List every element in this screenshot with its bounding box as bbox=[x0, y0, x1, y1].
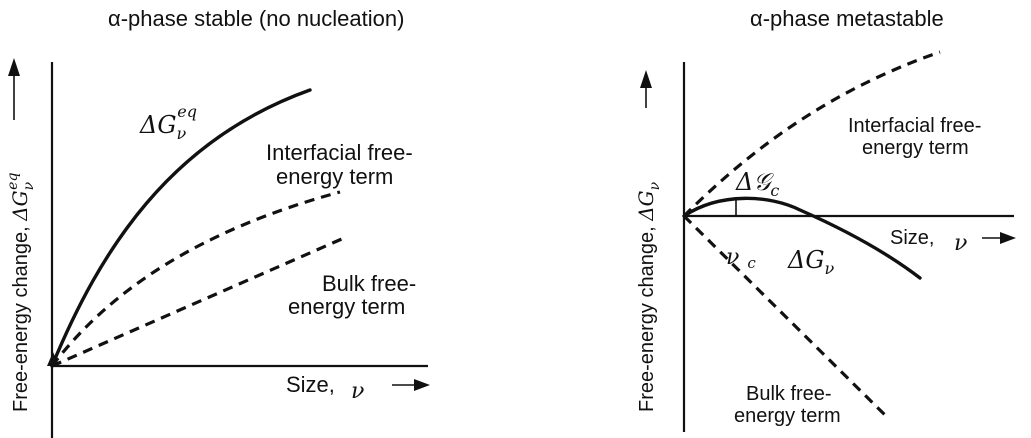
right-interfacial-label-1: Interfacial free- bbox=[848, 115, 981, 137]
right-panel: α-phase metastable Free-energy change, Δ… bbox=[634, 6, 1016, 432]
left-curve-bulk bbox=[51, 236, 345, 368]
right-curve-interfacial bbox=[682, 50, 941, 218]
left-curve-label-sub: ν bbox=[177, 124, 187, 143]
right-y-axis-symbol: ΔG bbox=[634, 190, 658, 221]
left-y-axis-label: Free-energy change, ΔGνeq bbox=[5, 173, 37, 412]
left-bulk-label-2: energy term bbox=[288, 294, 405, 319]
right-curve-bulk bbox=[682, 214, 890, 420]
left-y-axis-label-text: Free-energy change, bbox=[10, 221, 32, 412]
right-critical-size-sub: c bbox=[747, 254, 756, 272]
left-curve-label-symbol: ΔG bbox=[139, 111, 177, 139]
right-curve-label: ΔGν bbox=[787, 246, 835, 278]
left-y-axis-sup: eq bbox=[5, 173, 21, 190]
right-y-arrow-icon bbox=[640, 70, 652, 88]
left-y-arrow-icon bbox=[8, 58, 20, 76]
right-critical-sub: c bbox=[770, 181, 779, 200]
right-x-arrow-icon bbox=[1000, 232, 1016, 244]
right-interfacial-label-2: energy term bbox=[862, 137, 969, 159]
right-bulk-label-1: Bulk free- bbox=[746, 383, 832, 405]
left-origin-marker bbox=[47, 352, 59, 366]
left-y-axis-sub: ν bbox=[21, 181, 37, 190]
left-x-axis-label-text: Size, bbox=[286, 372, 341, 397]
left-panel: α-phase stable (no nucleation) Free-ener… bbox=[5, 6, 430, 438]
left-interfacial-label-2: energy term bbox=[276, 164, 393, 189]
left-x-axis-label: Size, ν bbox=[286, 372, 364, 404]
right-y-axis-sub: ν bbox=[647, 181, 663, 190]
right-y-axis-label-text: Free-energy change, bbox=[636, 221, 658, 412]
right-critical-label: Δ𝒢c bbox=[735, 168, 779, 200]
right-x-axis-symbol: ν bbox=[954, 231, 967, 256]
right-curve-label-symbol: ΔG bbox=[787, 246, 825, 274]
left-curve-interfacial bbox=[50, 190, 341, 367]
left-interfacial-label-1: Interfacial free- bbox=[266, 140, 413, 165]
right-bulk-label-2: energy term bbox=[734, 405, 841, 427]
right-curve-total bbox=[682, 196, 922, 280]
left-x-arrow-icon bbox=[414, 379, 430, 391]
right-panel-title: α-phase metastable bbox=[750, 6, 944, 31]
right-x-axis-label: Size, ν bbox=[890, 227, 967, 256]
left-curve-total bbox=[50, 88, 312, 368]
left-x-axis-symbol: ν bbox=[351, 379, 364, 404]
right-critical-symbol: Δ𝒢 bbox=[735, 168, 774, 196]
right-x-axis-label-text: Size, bbox=[890, 227, 940, 249]
left-y-axis-symbol: ΔG bbox=[8, 190, 32, 221]
left-curve-label: ΔGν eq bbox=[139, 102, 197, 143]
left-curve-label-sup: eq bbox=[177, 102, 197, 121]
left-panel-title: α-phase stable (no nucleation) bbox=[108, 6, 404, 31]
right-critical-size-symbol: ν bbox=[726, 245, 739, 270]
right-curve-label-sub: ν bbox=[825, 259, 835, 278]
left-bulk-label-1: Bulk free- bbox=[322, 271, 416, 296]
right-y-axis-label: Free-energy change, ΔGν bbox=[634, 181, 663, 412]
